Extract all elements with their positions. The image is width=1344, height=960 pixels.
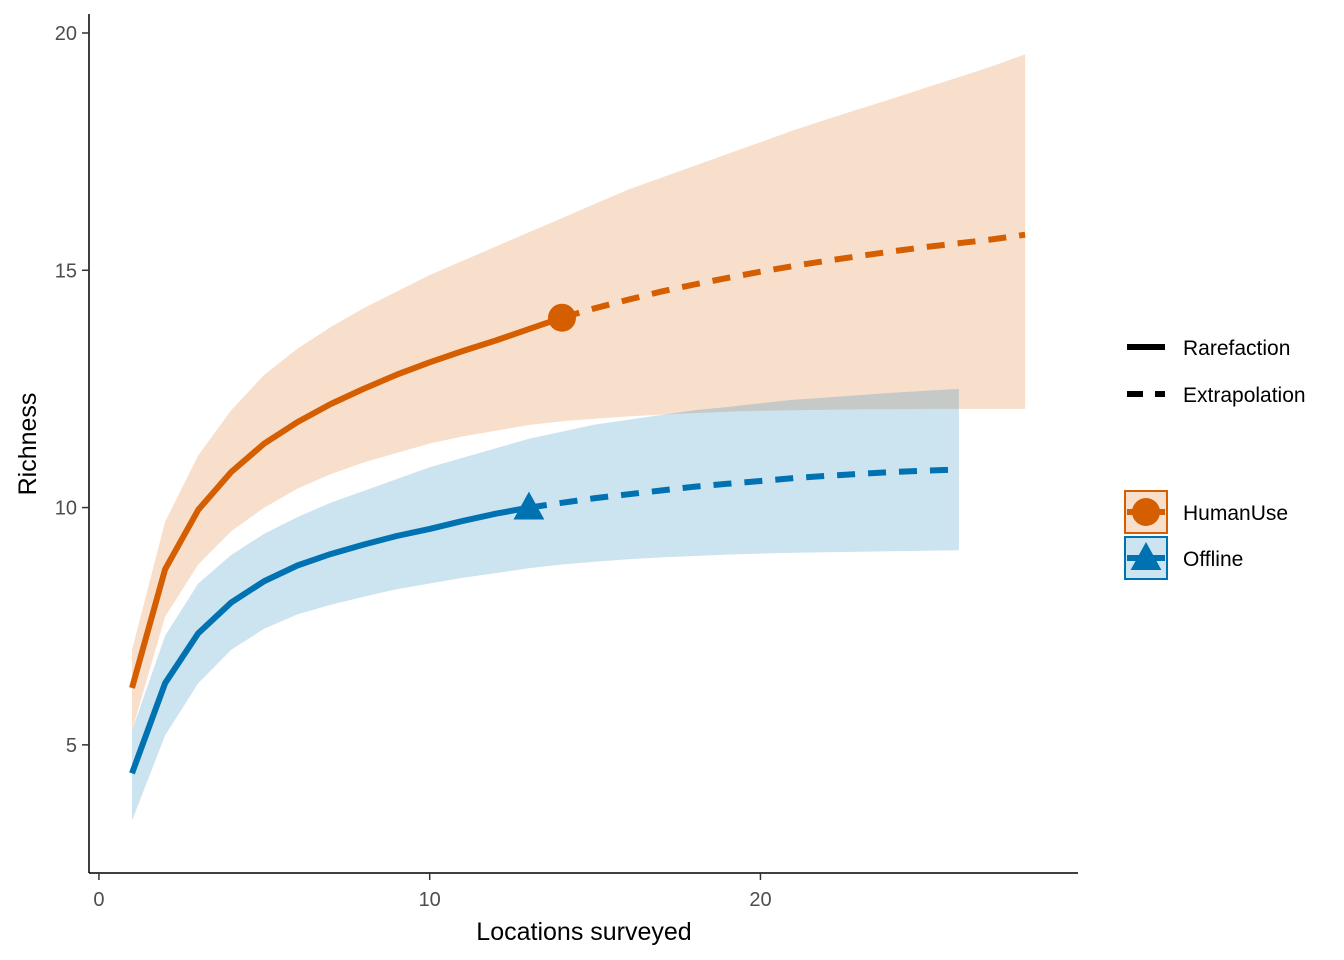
humanuse-extrapolation-line [561, 231, 1026, 321]
tick-marks: 0 10 20 5 10 15 20 [55, 23, 772, 911]
axes [88, 14, 1078, 874]
offline-ci-band [132, 388, 959, 821]
legend-humanuse-key [1124, 490, 1168, 534]
offline-reference-marker [513, 491, 545, 520]
legend-humanuse-label: HumanUse [1183, 502, 1288, 525]
humanuse-rarefaction-line [129, 314, 563, 689]
confidence-bands [132, 54, 1026, 821]
x-tick-label: 0 [93, 889, 104, 911]
y-tick-label: 10 [55, 498, 77, 520]
legend-rarefaction-label: Rarefaction [1183, 337, 1290, 360]
offline-rarefaction-line [129, 504, 530, 775]
y-tick-label: 20 [55, 23, 77, 45]
legend-triangle-icon [1130, 542, 1162, 570]
x-tick-label: 10 [419, 889, 441, 911]
y-axis-title: Richness [14, 393, 42, 496]
x-axis-title: Locations surveyed [476, 918, 691, 946]
legend-extrapolation-label: Extrapolation [1183, 384, 1306, 407]
y-tick-label: 15 [55, 260, 77, 282]
humanuse-reference-marker [548, 303, 576, 332]
y-tick-label: 5 [66, 735, 77, 757]
series-lines [129, 231, 1026, 775]
legend-offline-key [1124, 536, 1168, 580]
offline-extrapolation-line [528, 466, 959, 511]
legend-circle-icon [1132, 498, 1160, 526]
legend: Rarefaction Extrapolation HumanUse Offline [1124, 337, 1306, 580]
reference-markers [513, 303, 576, 520]
legend-offline-label: Offline [1183, 548, 1243, 571]
humanuse-ci-band [132, 54, 1026, 731]
x-tick-label: 20 [749, 889, 771, 911]
